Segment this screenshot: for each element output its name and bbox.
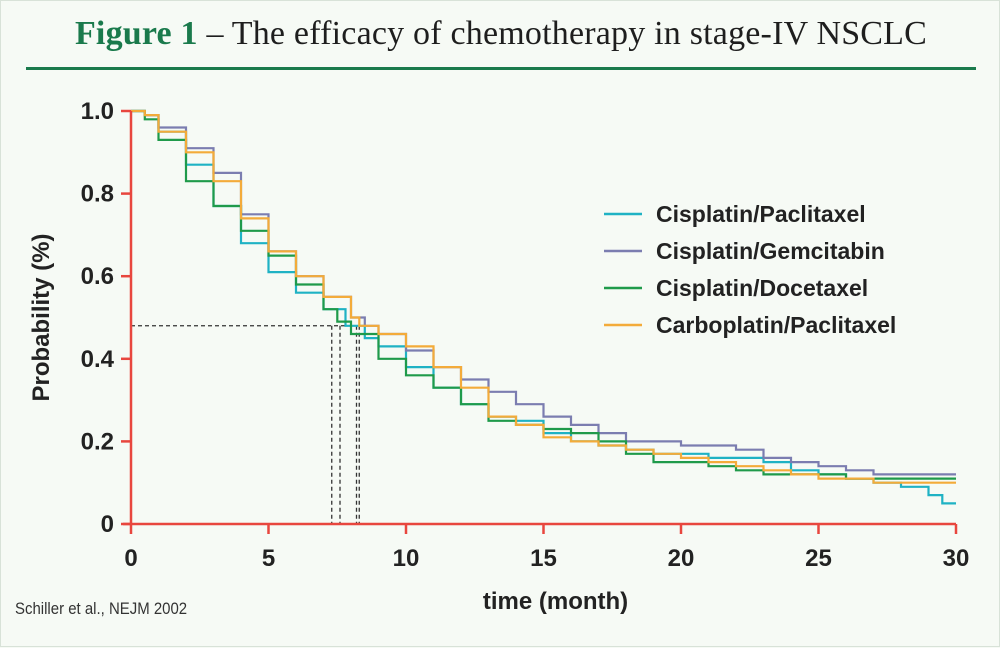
- x-tick-label: 10: [393, 545, 420, 572]
- legend-label-cisplatin-paclitaxel: Cisplatin/Paclitaxel: [656, 201, 866, 227]
- x-axis-label: time (month): [483, 588, 628, 615]
- series-lines: [131, 109, 956, 505]
- figure-header: Figure 1 – The efficacy of chemotherapy …: [1, 1, 1000, 67]
- y-tick-label: 0.8: [81, 181, 114, 208]
- x-tick-label: 0: [124, 545, 137, 572]
- x-tick-label: 30: [943, 545, 970, 572]
- y-tick-label: 0.6: [81, 263, 114, 290]
- figure-label: Figure 1: [74, 15, 198, 52]
- series-line-cisplatin-paclitaxel: [131, 109, 956, 505]
- title-text: The efficacy of chemotherapy in stage-IV…: [231, 15, 928, 52]
- x-tick-label: 25: [805, 545, 832, 572]
- axes: 0 0.2 0.4 0.6 0.8 1.0 0 5 10 15 20 25 30 time (month)…: [28, 98, 969, 615]
- legend-label-cisplatin-docetaxel: Cisplatin/Docetaxel: [656, 275, 868, 301]
- figure-title: Figure 1 – The efficacy of chemotherapy …: [1, 15, 1000, 53]
- x-tick-label: 15: [530, 545, 557, 572]
- x-tick-label: 20: [668, 545, 695, 572]
- citation: Schiller et al., NEJM 2002: [15, 599, 188, 618]
- y-tick-label: 0.2: [81, 428, 114, 455]
- y-tick-label: 1.0: [81, 98, 114, 125]
- legend-label-carboplatin-paclitaxel: Carboplatin/Paclitaxel: [656, 312, 896, 338]
- header-divider: [26, 67, 976, 70]
- y-tick-label: 0.4: [81, 346, 115, 373]
- series-line-carboplatin-paclitaxel: [131, 109, 956, 484]
- x-tick-label: 5: [262, 545, 275, 572]
- median-reference-lines: [131, 325, 360, 524]
- legend-label-cisplatin-gemcitabin: Cisplatin/Gemcitabin: [656, 238, 885, 264]
- title-dash: –: [197, 15, 232, 52]
- y-axis-label: Probability (%): [28, 233, 55, 401]
- legend: Cisplatin/Paclitaxel Cisplatin/Gemcitabin…: [604, 201, 896, 338]
- y-tick-label: 0: [101, 511, 114, 538]
